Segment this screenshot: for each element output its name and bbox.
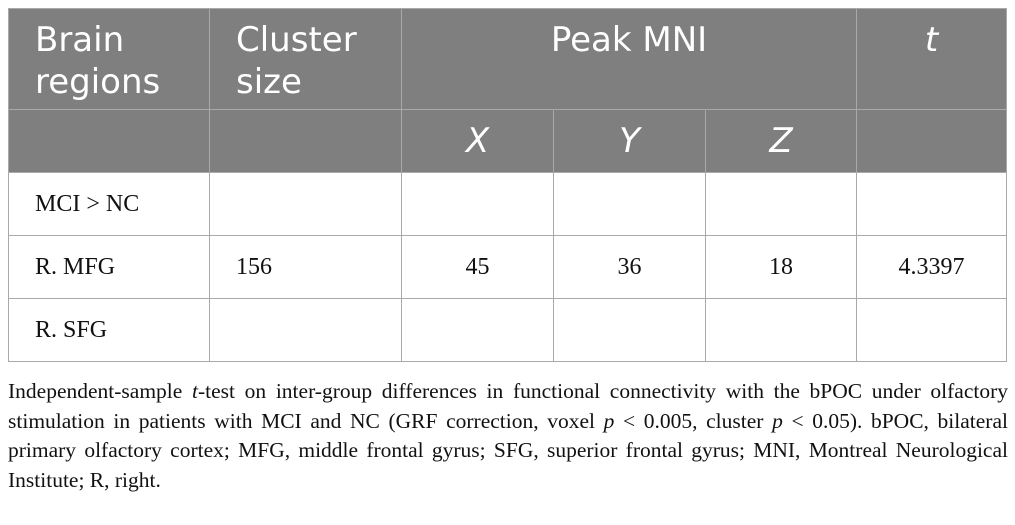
header-brain-regions: Brain regions [8, 8, 210, 110]
caption-text: Independent-sample [8, 379, 192, 403]
row-cluster: 156 [209, 235, 402, 299]
row-t: 4.3397 [856, 235, 1008, 299]
caption-text: < 0.05). bPOC, bilateral primary olfacto… [8, 408, 1008, 492]
row-y [553, 172, 706, 236]
header-cluster-size: Cluster size [209, 8, 402, 110]
row-cluster [209, 298, 402, 362]
row-region: R. SFG [8, 298, 210, 362]
row-y: 36 [553, 235, 706, 299]
row-z [704, 172, 858, 236]
table-caption: Independent-sample t-test on inter-group… [8, 377, 1008, 495]
row-x [401, 172, 554, 236]
row-z: 18 [704, 235, 858, 299]
row-cluster [209, 172, 402, 236]
results-table: Brain regions Cluster size Peak MNI t X … [8, 8, 1008, 362]
row-t [856, 172, 1008, 236]
caption-text: -test on inter-group differences in func… [8, 379, 1009, 433]
header-t: t [856, 8, 1008, 110]
table-row: MCI > NC [8, 172, 1008, 236]
caption-text: < 0.005, cluster [614, 408, 773, 433]
caption-italic-p: p [772, 408, 783, 433]
header-empty-3 [856, 109, 1008, 173]
row-region: MCI > NC [8, 172, 210, 236]
header-z: Z [704, 109, 858, 173]
row-region: R. MFG [8, 235, 210, 299]
row-x [401, 298, 554, 362]
header-empty-1 [8, 109, 210, 173]
header-row-2: X Y Z [8, 109, 1008, 173]
row-z [704, 298, 858, 362]
caption-italic-p: p [603, 408, 615, 433]
table-row: R. MFG 156 45 36 18 4.3397 [8, 235, 1008, 299]
header-peak-mni: Peak MNI [400, 8, 858, 110]
header-x: X [401, 109, 554, 173]
row-t [856, 298, 1008, 362]
caption-italic-t: t [192, 379, 198, 403]
row-y [553, 298, 706, 362]
header-empty-2 [209, 109, 402, 173]
row-x: 45 [401, 235, 554, 299]
header-row-1: Brain regions Cluster size Peak MNI t [8, 8, 1008, 110]
table-row: R. SFG [8, 298, 1008, 362]
header-y: Y [553, 109, 706, 173]
